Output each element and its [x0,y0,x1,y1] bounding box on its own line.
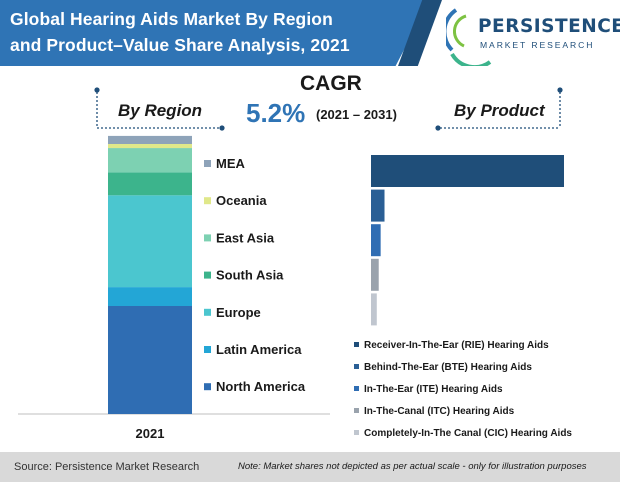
product-bar-2 [371,189,385,222]
charts: MEA Oceania East Asia South Asia Europe Latin… [18,87,572,441]
product-legend-swatch-4 [354,408,359,413]
region-bar-europe [108,195,192,288]
logo-subtitle: MARKET RESEARCH [480,40,595,50]
legend-swatch-east-asia [204,234,211,242]
product-legend-swatch-3 [354,386,359,391]
title-band [0,0,430,66]
legend-swatch-north-america [204,383,211,391]
legend-label-north-america: North America [216,379,306,394]
product-bar-1 [371,155,564,187]
by-region-bracket [94,87,225,131]
product-bar-5 [371,293,377,326]
region-bar-oceania [108,144,192,149]
header: Global Hearing Aids Market By Region and… [0,0,620,70]
logo-icon [446,8,492,66]
cagr-value: 5.2% [246,98,306,128]
footer-source: Source: Persistence Market Research [14,461,200,473]
legend-swatch-oceania [204,197,211,205]
section-title-by-region: By Region [118,101,203,120]
page-title: Global Hearing Aids Market By Region and… [10,6,420,58]
legend-label-europe: Europe [216,305,261,320]
region-bar-east-asia [108,148,192,173]
section-title-by-product: By Product [454,101,545,120]
cagr-period: (2021 – 2031) [316,107,397,122]
product-legend-swatch-5 [354,430,359,435]
product-legend-label-4: In-The-Canal (ITC) Hearing Aids [364,406,515,417]
product-legend-label-2: Behind-The-Ear (BTE) Hearing Aids [364,362,532,373]
product-legend-label-3: In-The-Ear (ITE) Hearing Aids [364,384,503,395]
product-chart: Receiver-In-The-Ear (RIE) Hearing Aids Be… [354,155,572,439]
legend-label-mea: MEA [216,156,246,171]
legend-swatch-europe [204,308,211,316]
legend-swatch-latin-america [204,346,211,353]
title-line-2: and Product–Value Share Analysis, 2021 [10,35,350,55]
x-tick-label: 2021 [136,426,165,441]
region-bar-south-asia [108,172,192,196]
footer: Source: Persistence Market Research Note… [0,452,620,482]
legend-label-south-asia: South Asia [216,268,284,283]
legend-label-east-asia: East Asia [216,230,275,245]
product-legend-swatch-1 [354,342,359,347]
legend-swatch-south-asia [204,271,211,279]
product-legend-label-1: Receiver-In-The-Ear (RIE) Hearing Aids [364,340,549,351]
legend-label-oceania: Oceania [216,193,267,208]
legend-label-latin-america: Latin America [216,342,302,357]
product-legend-swatch-2 [354,364,359,369]
by-product-bracket [435,87,563,131]
region-chart: MEA Oceania East Asia South Asia Europe Latin… [108,135,306,414]
product-bar-3 [371,224,381,257]
product-bar-4 [371,258,379,291]
region-bar-north-america [108,306,192,414]
product-legend-label-5: Completely-In-The Canal (CIC) Hearing Ai… [364,428,572,439]
footer-note: Note: Market shares not depicted as per … [238,461,587,472]
legend-swatch-mea [204,160,211,167]
region-bar-mea [108,135,192,144]
title-line-1: Global Hearing Aids Market By Region [10,9,333,29]
region-bar-latin-america [108,287,192,306]
cagr-label: CAGR [300,72,362,95]
logo-name: PERSISTENCE [478,16,620,37]
